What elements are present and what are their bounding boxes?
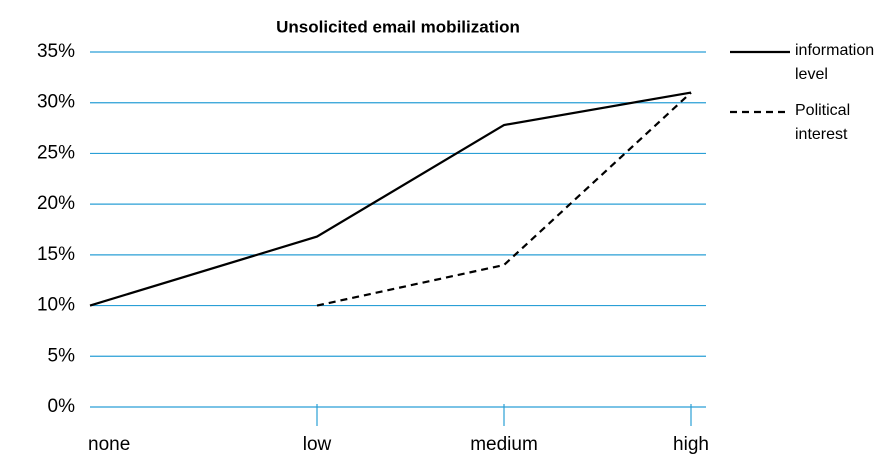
y-tick-label: 10% bbox=[37, 295, 75, 316]
y-tick-label: 30% bbox=[37, 92, 75, 113]
y-tick-label: 5% bbox=[48, 345, 76, 366]
y-tick-label: 0% bbox=[48, 396, 76, 417]
legend-label: Political interest bbox=[795, 102, 851, 143]
x-tick-label: low bbox=[303, 434, 332, 455]
series-line bbox=[89, 91, 692, 307]
chart-title: Unsolicited email mobilization bbox=[276, 17, 520, 36]
x-tick-label: high bbox=[673, 434, 709, 455]
series-line bbox=[316, 91, 692, 307]
y-tick-label: 15% bbox=[37, 244, 75, 265]
y-tick-label: 25% bbox=[37, 142, 75, 163]
x-tick-label: medium bbox=[470, 434, 538, 455]
y-tick-label: 20% bbox=[37, 193, 75, 214]
y-tick-label: 35% bbox=[37, 41, 75, 62]
x-tick-label: none bbox=[88, 434, 130, 455]
legend-label: information level bbox=[795, 42, 875, 83]
